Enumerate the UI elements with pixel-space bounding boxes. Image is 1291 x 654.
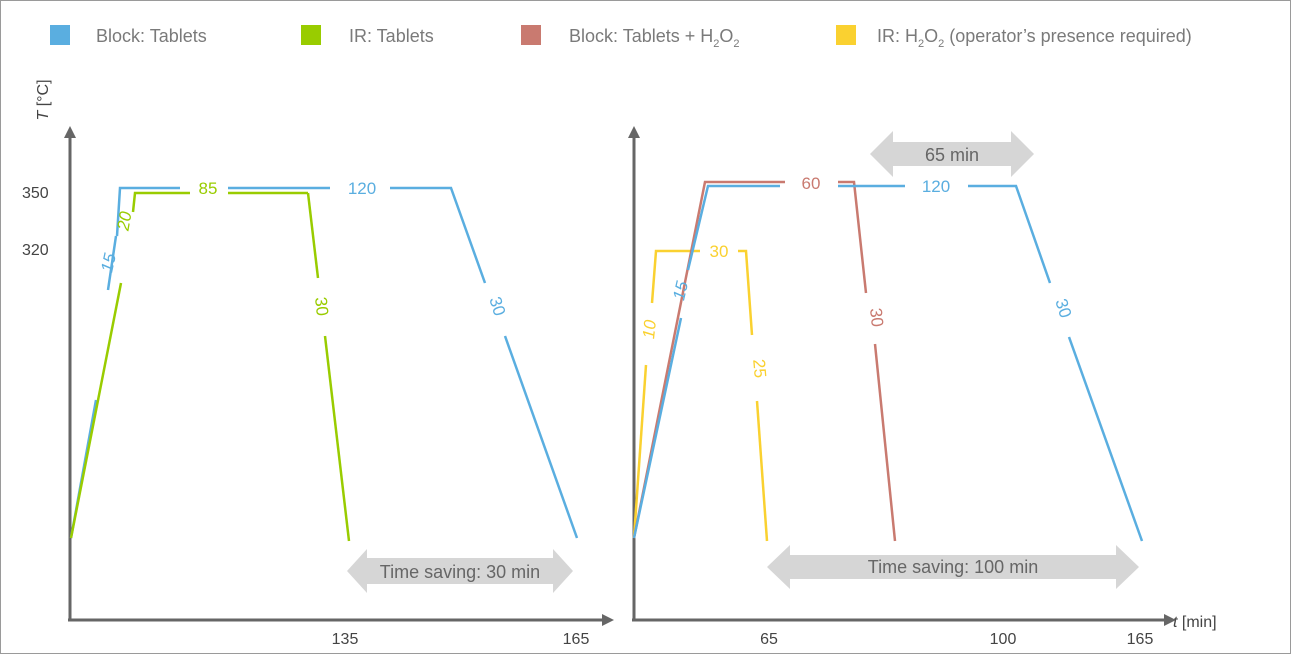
- panel-2-series: [632, 180, 1144, 542]
- ir-tablets-rise-upper-panel-1: [131, 191, 190, 213]
- double-arrow-shape: [767, 545, 1139, 589]
- segment-label-red-60-panel-2: 60: [802, 174, 821, 193]
- x-tick-135-panel-1: 135: [332, 631, 359, 648]
- ir-tablets-rise-lower-panel-1: [69, 282, 123, 539]
- segment-label-blue-15-panel-2: 15: [669, 279, 692, 302]
- ir-tablets-down-lower-panel-1: [323, 335, 351, 542]
- ir-h2o2-rise-upper-panel-2: [650, 249, 700, 304]
- segment-label-green-30-panel-1: 30: [311, 296, 332, 317]
- segment-label-red-30-panel-2: 30: [866, 307, 887, 328]
- legend-swatch-ir-tablets: [301, 25, 321, 45]
- block-tablets-h2o2-top-right-panel-2: [838, 180, 868, 294]
- axes-panel-2: [628, 126, 1176, 626]
- block-tablets-h2o2-down-panel-2: [873, 343, 897, 542]
- block-tablets-h2o2-rise-panel-2: [632, 180, 785, 539]
- x-axis-label: t [min]: [1173, 614, 1217, 631]
- ir-h2o2-top-right-panel-2: [738, 249, 754, 336]
- block-tablets-rise-lower-panel-2: [632, 317, 683, 539]
- panel-1-series: [69, 186, 579, 542]
- time-saving-label-panel-1: Time saving: 30 min: [380, 562, 540, 582]
- legend-label-block-tablets: Block: Tablets: [96, 26, 207, 46]
- segment-label-blue-120-panel-1: 120: [348, 179, 376, 198]
- block-tablets-top-right-panel-2: [968, 184, 1052, 284]
- block-tablets-rise-upper-panel-2: [686, 184, 780, 271]
- x-tick-100-panel-2: 100: [990, 631, 1017, 648]
- legend-label-ir-h2o2: IR: H2O2 (operator’s presence required): [877, 26, 1192, 50]
- block-tablets-down-panel-1: [503, 335, 579, 539]
- x-tick-165-panel-1: 165: [563, 631, 590, 648]
- block-tablets-line-panel-1-upper: [106, 235, 118, 291]
- segment-label-blue-120-panel-2: 120: [922, 177, 950, 196]
- block-tablets-down-panel-2: [1067, 336, 1144, 542]
- segment-label-blue-30-panel-1: 30: [485, 294, 509, 318]
- time-saving-arrow-panel-1: Time saving: 30 min: [347, 549, 573, 593]
- ir-h2o2-rise-lower-panel-2: [632, 364, 648, 539]
- double-arrow-shape: [347, 549, 573, 593]
- time-saving-arrow-panel-2: Time saving: 100 min: [767, 545, 1139, 589]
- legend-swatch-block-tablets-h2o2: [521, 25, 541, 45]
- axes-panel-1: [64, 126, 614, 626]
- time-saving-label-panel-2: Time saving: 100 min: [868, 557, 1038, 577]
- legend-swatch-ir-h2o2: [836, 25, 856, 45]
- ir-h2o2-down-lower-panel-2: [755, 400, 769, 542]
- y-tick-350: 350: [22, 185, 49, 202]
- 65-min-label: 65 min: [925, 145, 979, 165]
- block-tablets-top-panel-1: [115, 186, 180, 237]
- y-axis-label: T [°C]: [35, 79, 52, 120]
- segment-label-green-85-panel-1: 85: [199, 179, 218, 198]
- segment-label-green-20-panel-1: 20: [113, 210, 135, 233]
- x-tick-165-panel-2: 165: [1127, 631, 1154, 648]
- 65-min-arrow: 65 min: [870, 131, 1034, 177]
- segment-label-yellow-30-panel-2: 30: [710, 242, 729, 261]
- legend-label-ir-tablets: IR: Tablets: [349, 26, 434, 46]
- x-tick-65-panel-2: 65: [760, 631, 778, 648]
- double-arrow-shape: [870, 131, 1034, 177]
- legend-swatch-block-tablets: [50, 25, 70, 45]
- segment-label-yellow-10-panel-2: 10: [639, 318, 660, 339]
- y-tick-320: 320: [22, 242, 49, 259]
- ir-tablets-down-upper-panel-1: [306, 192, 320, 279]
- segment-label-blue-30-panel-2: 30: [1051, 296, 1075, 320]
- segment-label-blue-15-panel-1: 15: [97, 251, 120, 274]
- legend-label-block-tablets-h2o2: Block: Tablets + H2O2: [569, 26, 740, 50]
- segment-label-yellow-25-panel-2: 25: [749, 358, 770, 379]
- block-tablets-top-right-panel-1: [390, 186, 487, 284]
- legend: Block: Tablets IR: Tablets Block: Tablet…: [50, 25, 1192, 50]
